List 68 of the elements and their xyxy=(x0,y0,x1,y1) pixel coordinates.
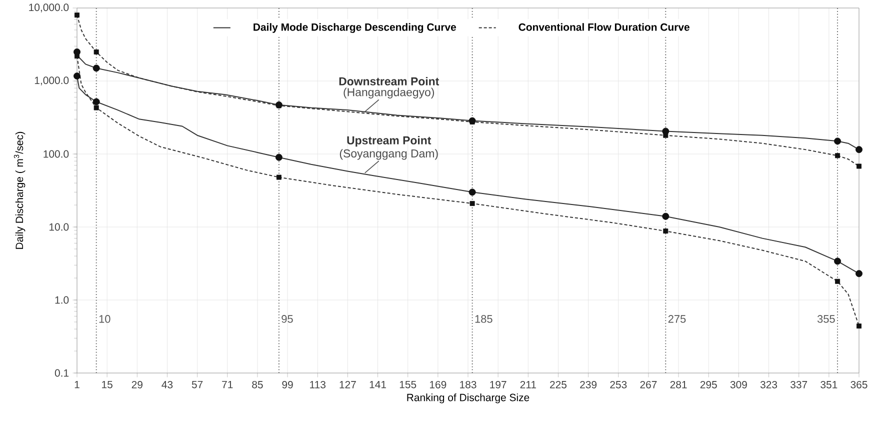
point xyxy=(74,72,80,80)
point xyxy=(835,278,840,284)
y-tick-label: 10,000.0 xyxy=(29,4,69,12)
ref-line-label: 185 xyxy=(475,315,492,323)
x-tick-label: 295 xyxy=(700,380,717,388)
y-tick-label: 100.0 xyxy=(44,150,69,158)
point xyxy=(74,12,80,18)
y-tick-label: 0.1 xyxy=(54,369,69,377)
x-tick-label: 309 xyxy=(730,380,747,388)
point xyxy=(92,64,100,72)
x-tick-label: 183 xyxy=(460,380,476,388)
x-tick-label: 239 xyxy=(580,380,597,388)
x-tick-label: 225 xyxy=(550,380,567,388)
ref-line-label: 355 xyxy=(817,315,835,323)
x-tick-label: 323 xyxy=(760,380,778,388)
x-tick-label: 71 xyxy=(222,380,233,388)
x-tick-label: 267 xyxy=(640,380,657,388)
x-tick-label: 99 xyxy=(282,380,293,388)
ref-line-label: 95 xyxy=(282,315,293,323)
x-tick-label: 141 xyxy=(370,380,386,388)
legend-label: Conventional Flow Duration Curve xyxy=(518,23,690,31)
point xyxy=(834,258,842,265)
y-tick-label: 10.0 xyxy=(50,223,69,231)
point xyxy=(856,146,862,154)
x-tick-label: 85 xyxy=(252,380,263,388)
point xyxy=(663,132,668,138)
point xyxy=(275,154,282,161)
annotation: Downstream Point xyxy=(339,76,440,86)
x-tick-label: 15 xyxy=(102,380,112,388)
point xyxy=(74,54,80,58)
x-tick-label: 43 xyxy=(162,380,173,388)
point xyxy=(276,174,282,180)
y-tick-label: 1.0 xyxy=(55,296,69,304)
point xyxy=(663,228,668,234)
point xyxy=(856,164,862,169)
point xyxy=(856,324,862,329)
ref-line-label: 275 xyxy=(668,315,686,323)
x-tick-label: 337 xyxy=(790,380,808,388)
point xyxy=(662,212,670,220)
point xyxy=(470,200,475,206)
x-tick-label: 155 xyxy=(400,380,416,388)
annotation: Upstream Point xyxy=(347,136,432,147)
point xyxy=(92,98,100,106)
x-tick-label: 169 xyxy=(430,380,446,388)
legend-label: Daily Mode Discharge Descending Curve xyxy=(254,23,456,33)
x-tick-label: 253 xyxy=(610,380,627,388)
y-tick-label: 1,000.0 xyxy=(34,76,69,86)
point xyxy=(468,188,476,196)
x-tick-label: 57 xyxy=(192,380,203,388)
annotation: (Soyanggang Dam) xyxy=(340,149,438,160)
point xyxy=(834,138,842,145)
x-tick-label: 113 xyxy=(310,380,326,388)
point xyxy=(94,49,99,54)
x-tick-label: 365 xyxy=(850,380,868,388)
point xyxy=(835,153,840,158)
annotation: (Hangangdaegyo) xyxy=(344,88,434,98)
x-tick-label: 29 xyxy=(132,380,142,388)
x-tick-label: 281 xyxy=(670,380,687,388)
y-axis-title: Daily Discharge ( m$^{3}$/sec) xyxy=(14,132,26,249)
x-tick-label: 211 xyxy=(520,380,536,388)
ref-line-label: 10 xyxy=(99,315,110,323)
point xyxy=(856,270,862,278)
x-tick-label: 127 xyxy=(340,380,356,388)
x-tick-label: 351 xyxy=(820,380,838,388)
x-tick-label: 1 xyxy=(74,380,80,388)
x-tick-label: 197 xyxy=(490,380,506,388)
point xyxy=(94,105,99,110)
x-axis-title: Ranking of Discharge Size xyxy=(407,394,530,404)
